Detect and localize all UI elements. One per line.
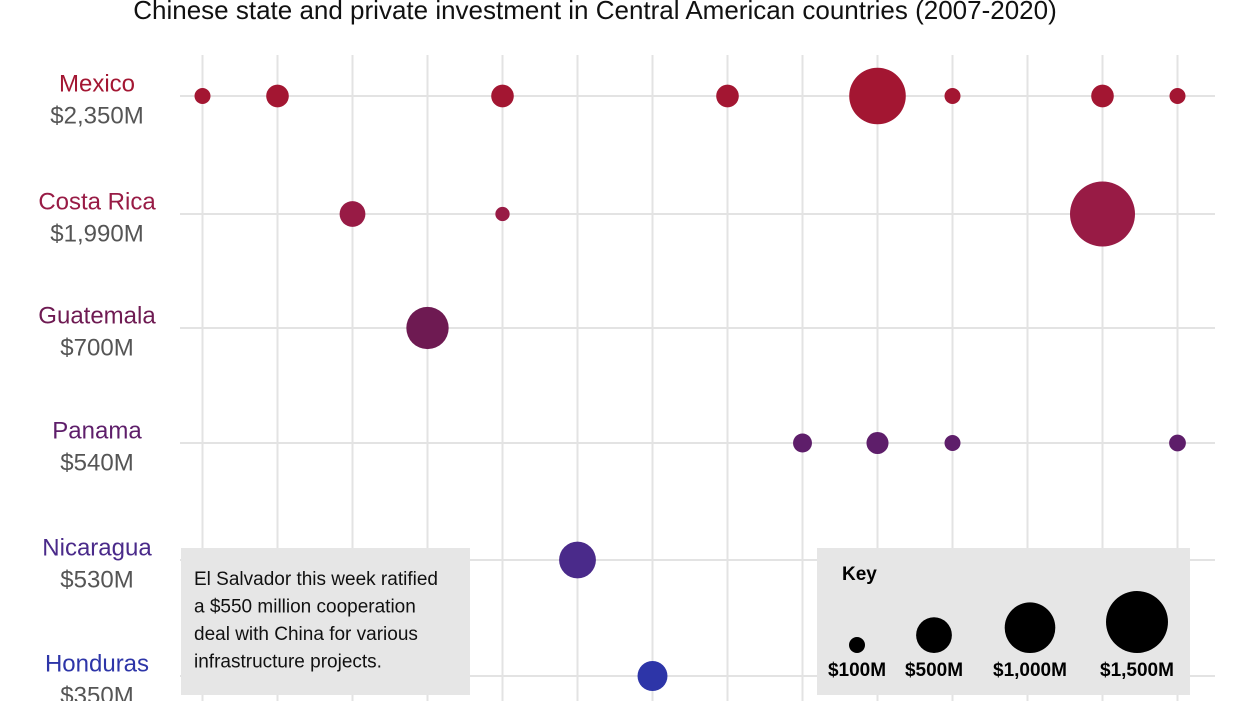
key-label: $1,000M xyxy=(993,660,1067,681)
chart-title: Chinese state and private investment in … xyxy=(133,0,1057,25)
row-total: $540M xyxy=(60,449,133,476)
key-bubble xyxy=(1004,602,1056,653)
row-total: $2,350M xyxy=(50,102,143,129)
bubble xyxy=(793,433,812,453)
key-title: Key xyxy=(842,564,877,585)
key-bubble xyxy=(916,617,952,653)
key-label: $100M xyxy=(828,660,886,681)
bubble xyxy=(637,661,668,691)
bubble xyxy=(866,431,889,455)
bubble xyxy=(495,206,510,222)
bubble xyxy=(944,88,961,104)
bubble xyxy=(491,84,514,108)
key-label: $1,500M xyxy=(1100,660,1174,681)
row-name: Guatemala xyxy=(38,302,156,329)
bubble xyxy=(1091,84,1114,108)
row-name: Costa Rica xyxy=(38,188,156,215)
annotation-line: infrastructure projects. xyxy=(194,652,382,673)
bubble xyxy=(266,84,289,108)
annotation-line: deal with China for various xyxy=(194,624,418,645)
row-name: Honduras xyxy=(45,650,149,677)
key-label: $500M xyxy=(905,660,963,681)
bubble xyxy=(1070,181,1135,247)
bubble xyxy=(559,541,596,579)
row-total: $350M xyxy=(60,682,133,701)
row-total: $1,990M xyxy=(50,220,143,247)
row-total: $700M xyxy=(60,334,133,361)
key-bubble xyxy=(849,637,865,653)
bubble xyxy=(849,67,906,125)
bubble xyxy=(339,201,366,227)
row-name: Nicaragua xyxy=(42,534,152,561)
key-bubble xyxy=(1106,591,1168,653)
row-name: Panama xyxy=(52,417,142,444)
annotation-line: El Salvador this week ratified xyxy=(194,569,438,590)
bubble xyxy=(406,306,449,350)
bubble xyxy=(1169,434,1186,452)
bubble xyxy=(1169,88,1186,104)
annotation-box xyxy=(181,548,470,695)
row-total: $530M xyxy=(60,566,133,593)
bubble xyxy=(716,84,739,108)
bubble xyxy=(944,435,961,451)
row-name: Mexico xyxy=(59,70,135,97)
bubble xyxy=(194,88,211,104)
annotation-line: a $550 million cooperation xyxy=(194,597,416,618)
